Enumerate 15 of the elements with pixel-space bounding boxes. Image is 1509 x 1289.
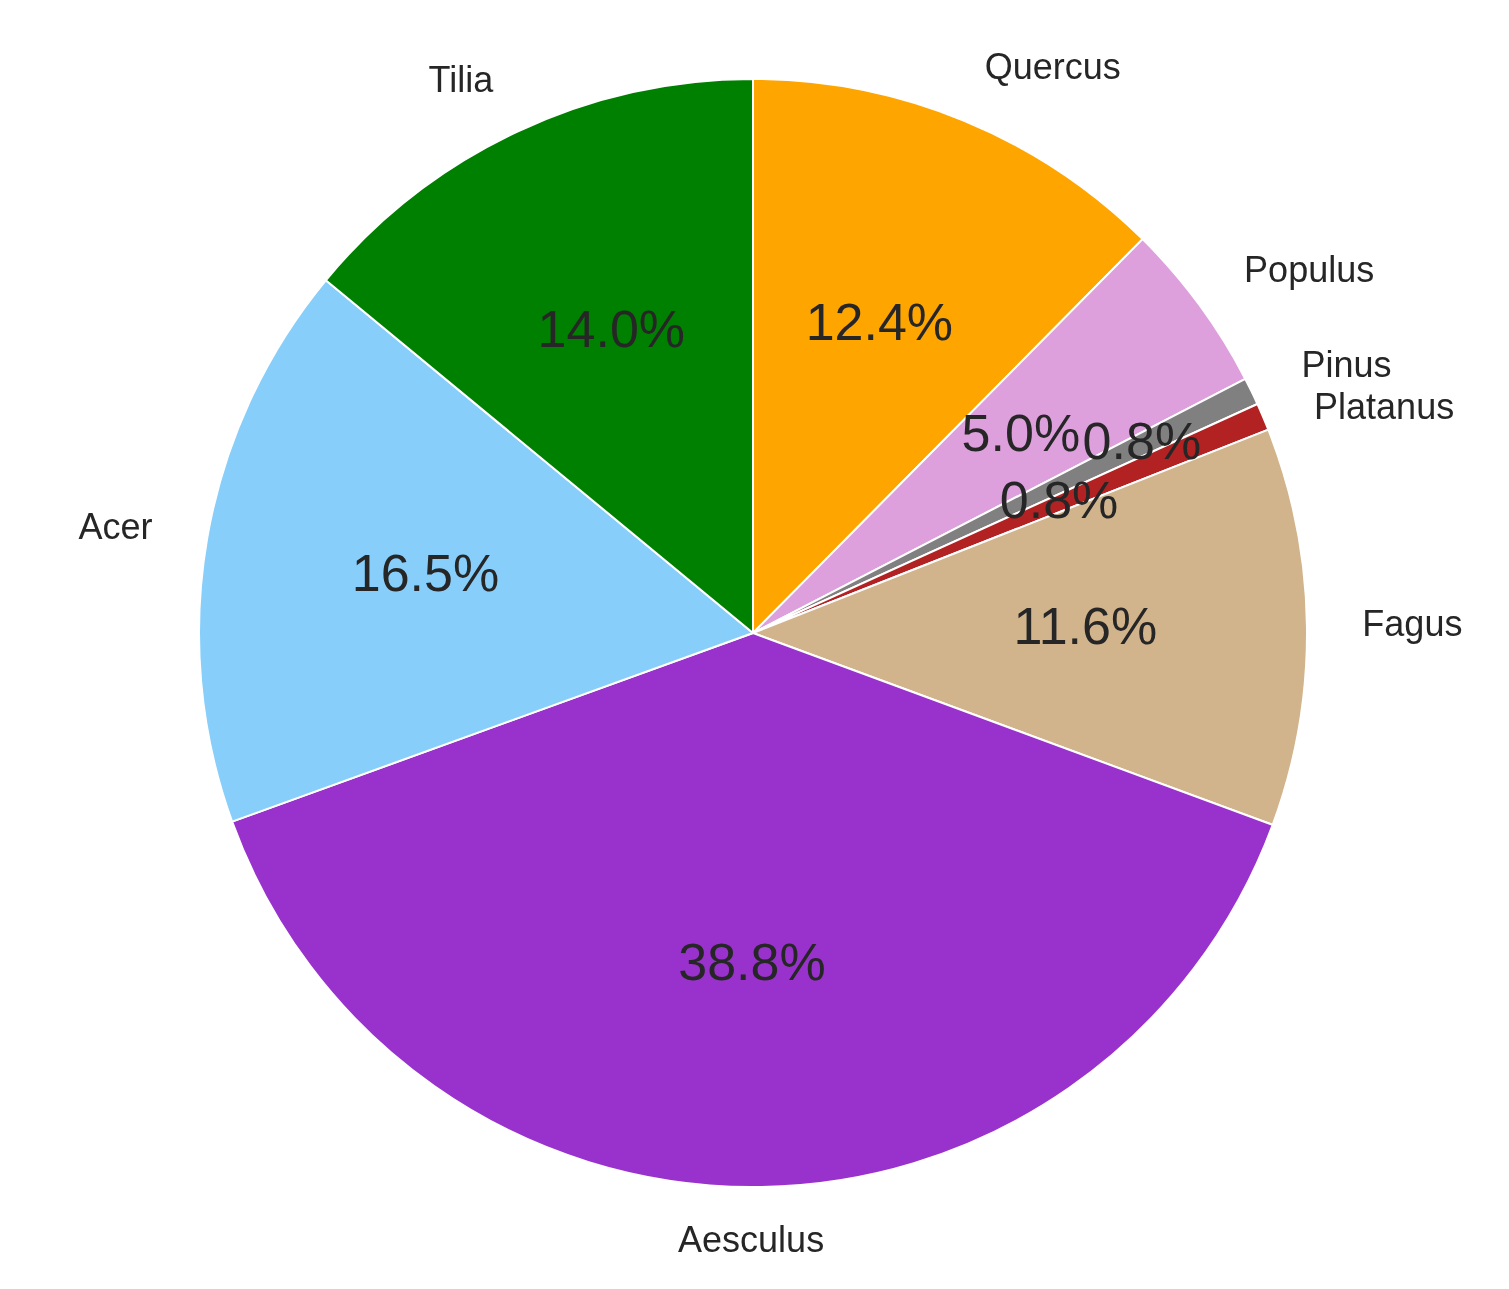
slice-label: Fagus [1362,603,1463,645]
data-label: 0.8% [1082,411,1202,470]
slice-label: Acer [78,505,153,547]
slice-label: Tilia [428,58,495,100]
data-label: 14.0% [537,299,686,358]
slice-label: Quercus [984,46,1121,88]
slice-label: Platanus [1314,386,1455,428]
slice-label: Populus [1244,249,1375,291]
slice-label: Pinus [1301,344,1392,386]
data-label: 11.6% [1013,596,1158,655]
data-label: 5.0% [961,403,1081,462]
data-label: 38.8% [678,932,826,991]
data-label: 16.5% [351,543,500,602]
slice-label: Aesculus [678,1219,825,1261]
data-label: 12.4% [805,292,954,351]
